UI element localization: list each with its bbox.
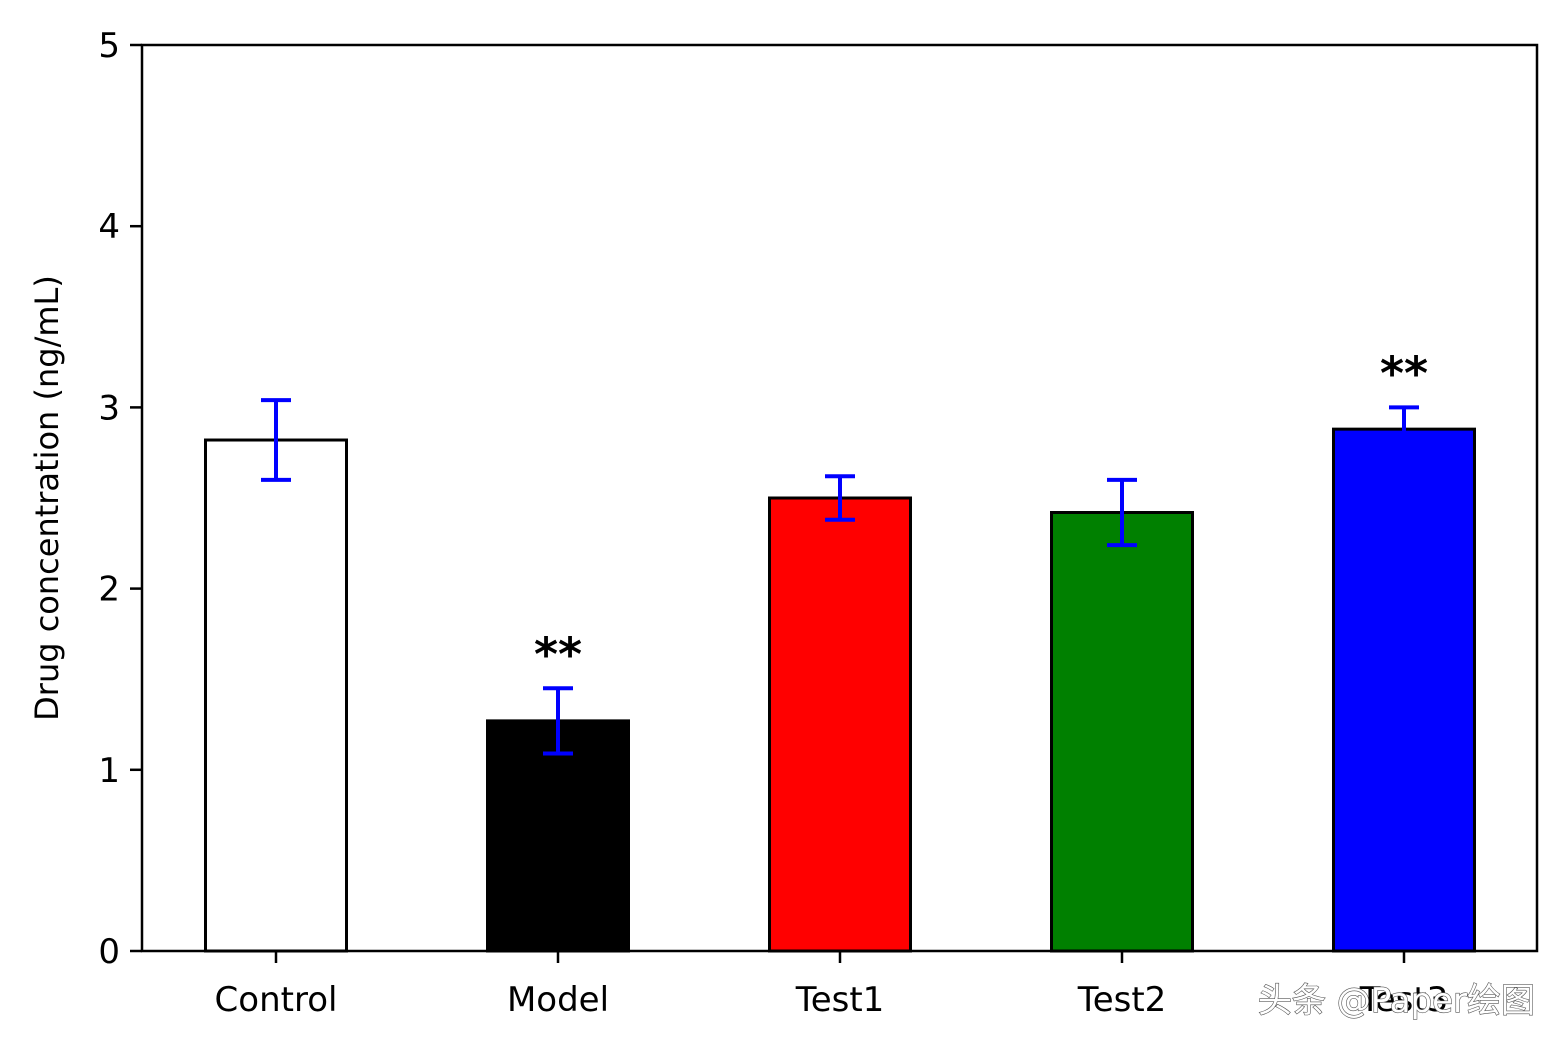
- y-axis-ticks: 0 1 2 3 4 5: [98, 26, 142, 972]
- bar-model: [486, 719, 630, 953]
- x-tick-label: Test3: [1359, 980, 1449, 1020]
- significance-marker: **: [1380, 346, 1428, 400]
- error-bar-test3: [1389, 405, 1419, 453]
- x-tick-label: Control: [215, 980, 338, 1020]
- error-bar-control: [261, 398, 291, 482]
- error-bar-model: [543, 686, 573, 756]
- significance-layer: ** **: [534, 346, 1428, 681]
- y-tick-label: 3: [98, 388, 120, 428]
- x-axis-ticks: Control Model Test1 Test2 Test3: [215, 951, 1449, 1020]
- y-tick-label: 4: [98, 207, 120, 247]
- y-tick-label: 1: [98, 751, 120, 791]
- bar-test3: [1332, 427, 1476, 953]
- x-tick-label: Test2: [1077, 980, 1167, 1020]
- x-tick-label: Model: [507, 980, 609, 1020]
- x-tick-label: Test1: [795, 980, 885, 1020]
- error-bars-layer: [261, 398, 1419, 756]
- y-tick-label: 5: [98, 26, 120, 66]
- bar-test1: [768, 496, 912, 953]
- significance-marker: **: [534, 627, 582, 681]
- y-tick-label: 2: [98, 570, 120, 610]
- bar-control: [204, 438, 348, 953]
- y-axis-label: Drug concentration (ng/mL): [28, 275, 66, 721]
- error-bar-test2: [1107, 477, 1137, 548]
- watermark-text: 头条 @Paper绘图: [1258, 981, 1535, 1021]
- error-bar-test1: [825, 474, 855, 522]
- y-tick-label: 0: [98, 932, 120, 972]
- bar-test2: [1050, 510, 1194, 953]
